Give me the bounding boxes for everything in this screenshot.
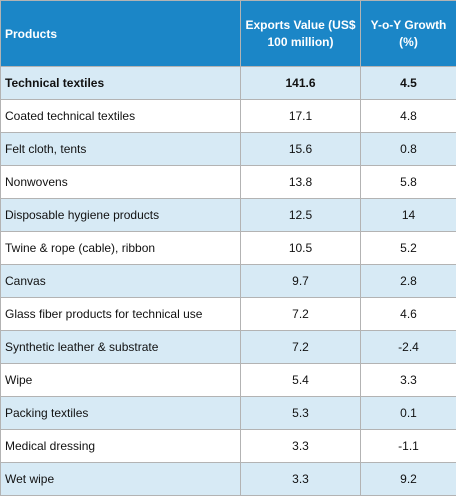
table-row: Wipe 5.4 3.3	[0, 363, 456, 397]
yoy-growth-cell: -2.4	[360, 330, 456, 364]
table-row: Synthetic leather & substrate 7.2 -2.4	[0, 330, 456, 364]
table-row: Twine & rope (cable), ribbon 10.5 5.2	[0, 231, 456, 265]
exports-value-cell: 5.3	[240, 396, 361, 430]
exports-value-cell: 10.5	[240, 231, 361, 265]
exports-value-cell: 7.2	[240, 297, 361, 331]
exports-value-cell: 13.8	[240, 165, 361, 199]
product-cell: Medical dressing	[0, 429, 241, 463]
table-row: Canvas 9.7 2.8	[0, 264, 456, 298]
table-row: Technical textiles 141.6 4.5	[0, 66, 456, 100]
exports-value-cell: 141.6	[240, 66, 361, 100]
header-products: Products	[0, 0, 241, 67]
yoy-growth-cell: 5.8	[360, 165, 456, 199]
yoy-growth-cell: 3.3	[360, 363, 456, 397]
yoy-growth-cell: 4.6	[360, 297, 456, 331]
table-row: Nonwovens 13.8 5.8	[0, 165, 456, 199]
exports-value-cell: 3.3	[240, 429, 361, 463]
yoy-growth-cell: 4.8	[360, 99, 456, 133]
yoy-growth-cell: 0.8	[360, 132, 456, 166]
exports-value-cell: 9.7	[240, 264, 361, 298]
product-cell: Coated technical textiles	[0, 99, 241, 133]
product-cell: Technical textiles	[0, 66, 241, 100]
yoy-growth-cell: 4.5	[360, 66, 456, 100]
product-cell: Felt cloth, tents	[0, 132, 241, 166]
product-cell: Disposable hygiene products	[0, 198, 241, 232]
product-cell: Wet wipe	[0, 462, 241, 496]
table-row: Coated technical textiles 17.1 4.8	[0, 99, 456, 133]
product-cell: Wipe	[0, 363, 241, 397]
yoy-growth-cell: 2.8	[360, 264, 456, 298]
exports-value-cell: 17.1	[240, 99, 361, 133]
yoy-growth-cell: 9.2	[360, 462, 456, 496]
yoy-growth-cell: 5.2	[360, 231, 456, 265]
table-body: Technical textiles 141.6 4.5 Coated technic…	[0, 66, 456, 496]
yoy-growth-cell: -1.1	[360, 429, 456, 463]
product-cell: Twine & rope (cable), ribbon	[0, 231, 241, 265]
table-row: Wet wipe 3.3 9.2	[0, 462, 456, 496]
table-row: Medical dressing 3.3 -1.1	[0, 429, 456, 463]
product-cell: Nonwovens	[0, 165, 241, 199]
header-row: Products Exports Value (US$ 100 million)…	[0, 0, 456, 67]
product-cell: Canvas	[0, 264, 241, 298]
table-row: Disposable hygiene products 12.5 14	[0, 198, 456, 232]
table-row: Glass fiber products for technical use 7.…	[0, 297, 456, 331]
header-yoy-growth: Y-o-Y Growth (%)	[360, 0, 456, 67]
table-row: Packing textiles 5.3 0.1	[0, 396, 456, 430]
yoy-growth-cell: 14	[360, 198, 456, 232]
product-cell: Packing textiles	[0, 396, 241, 430]
exports-value-cell: 12.5	[240, 198, 361, 232]
exports-value-cell: 5.4	[240, 363, 361, 397]
table-row: Felt cloth, tents 15.6 0.8	[0, 132, 456, 166]
header-exports-value: Exports Value (US$ 100 million)	[240, 0, 361, 67]
product-cell: Glass fiber products for technical use	[0, 297, 241, 331]
exports-value-cell: 3.3	[240, 462, 361, 496]
exports-value-cell: 15.6	[240, 132, 361, 166]
yoy-growth-cell: 0.1	[360, 396, 456, 430]
product-cell: Synthetic leather & substrate	[0, 330, 241, 364]
exports-value-cell: 7.2	[240, 330, 361, 364]
